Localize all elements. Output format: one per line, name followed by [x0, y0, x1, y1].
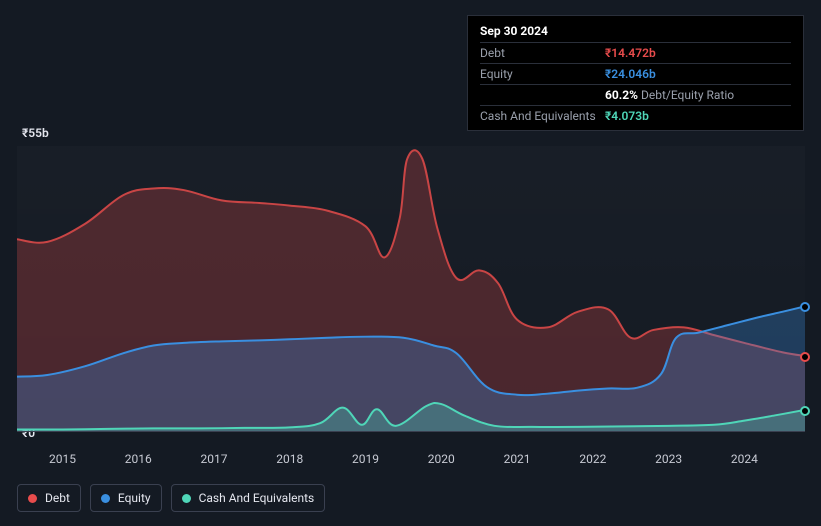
legend-dot-icon	[182, 494, 191, 503]
legend-label: Cash And Equivalents	[199, 491, 315, 505]
chart-canvas[interactable]	[17, 146, 805, 432]
x-axis-tick: 2020	[428, 452, 455, 466]
legend-item-equity[interactable]: Equity	[90, 484, 162, 512]
chart-svg	[17, 146, 805, 431]
tooltip-row-label: Equity	[480, 67, 605, 81]
end-marker	[800, 406, 810, 416]
tooltip-row: Debt₹14.472b	[480, 42, 791, 63]
tooltip-row-value: 60.2% Debt/Equity Ratio	[605, 88, 734, 102]
legend-item-debt[interactable]: Debt	[17, 484, 81, 512]
tooltip-rows: Debt₹14.472bEquity₹24.046b60.2% Debt/Equ…	[480, 42, 791, 126]
tooltip-row-value: ₹24.046b	[605, 67, 656, 81]
end-marker	[800, 302, 810, 312]
x-axis-tick: 2024	[731, 452, 758, 466]
legend-label: Equity	[118, 491, 151, 505]
tooltip-row-label: Debt	[480, 46, 605, 60]
tooltip-row: 60.2% Debt/Equity Ratio	[480, 84, 791, 105]
end-marker	[800, 352, 810, 362]
legend-item-cash-and-equivalents[interactable]: Cash And Equivalents	[171, 484, 326, 512]
legend-label: Debt	[45, 491, 70, 505]
tooltip-row-value: ₹4.073b	[605, 109, 649, 123]
x-axis-tick: 2019	[352, 452, 379, 466]
x-axis-tick: 2015	[49, 452, 76, 466]
x-axis-tick: 2016	[125, 452, 152, 466]
x-axis-tick: 2023	[655, 452, 682, 466]
x-axis-tick: 2018	[276, 452, 303, 466]
tooltip-row-label	[480, 88, 605, 102]
tooltip-row: Cash And Equivalents₹4.073b	[480, 105, 791, 126]
tooltip-row: Equity₹24.046b	[480, 63, 791, 84]
x-axis-tick: 2021	[504, 452, 531, 466]
tooltip-row-value: ₹14.472b	[605, 46, 656, 60]
legend-dot-icon	[101, 494, 110, 503]
x-axis-tick: 2017	[201, 452, 228, 466]
y-axis-max-label: ₹55b	[22, 126, 49, 140]
tooltip-row-label: Cash And Equivalents	[480, 109, 605, 123]
chart-tooltip: Sep 30 2024 Debt₹14.472bEquity₹24.046b60…	[467, 15, 804, 131]
legend: Debt Equity Cash And Equivalents	[17, 484, 325, 512]
x-axis: 2015 2016 2017 2018 2019 2020 2021 2022 2023 2024	[17, 452, 805, 470]
tooltip-date: Sep 30 2024	[480, 24, 791, 38]
legend-dot-icon	[28, 494, 37, 503]
x-axis-tick: 2022	[579, 452, 606, 466]
